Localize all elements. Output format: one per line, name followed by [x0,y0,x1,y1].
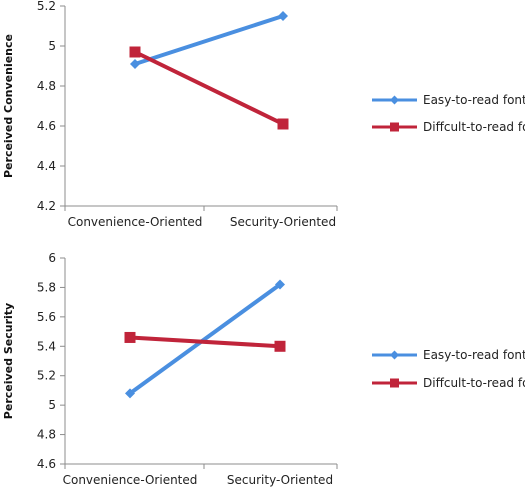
y-tick-label: 6 [48,251,56,265]
y-tick-label: 4.4 [37,159,56,173]
y-tick-label: 4.6 [37,119,56,133]
series-line-1 [128,282,282,395]
legend-marker-square [390,122,399,132]
y-tick-label: 4.6 [37,457,56,471]
x-tick-label: Convenience-Oriented [68,215,203,229]
y-tick-label: 5.4 [37,339,56,353]
y-tick-label: 5 [48,398,56,412]
x-tick-label: Convenience-Oriented [63,473,198,487]
legend-label: Easy-to-read font [423,348,525,362]
y-tick-label: 5 [48,39,56,53]
data-point-diamond [130,59,140,69]
y-tick-label: 4.8 [37,428,56,442]
y-tick-label: 5.6 [37,310,56,324]
y-axis-label: Perceived Security [2,303,15,419]
data-point-square [274,340,286,352]
legend-marker-square [390,378,399,388]
y-tick-label: 5.2 [37,369,56,383]
y-tick-label: 5.8 [37,280,56,294]
data-point-diamond [275,279,285,290]
x-tick-label: Security-Oriented [230,215,336,229]
data-point-diamond [278,11,288,21]
legend-label: Diffcult-to-read font [423,120,525,134]
data-point-square [129,46,141,58]
chart-2: 4.6 4.8 5 5.2 5.4 5.6 5.8 6 Convenience-Oriented… [2,251,525,487]
y-tick-label: 4.8 [37,79,56,93]
legend-marker-diamond [390,95,399,105]
y-tick-label: 5.2 [37,0,56,13]
series-line-2 [134,50,284,126]
y-tick-label: 4.2 [37,199,56,213]
series-line-1 [134,14,284,66]
x-tick-label: Security-Oriented [227,473,333,487]
chart-1: 4.2 4.4 4.6 4.8 5 5.2 Convenience-Oriented Secu… [2,0,525,229]
legend-marker-diamond [390,350,399,360]
y-axis-label: Perceived Convenience [2,34,15,178]
data-point-square [277,118,289,130]
legend-label: Diffcult-to-read font [423,376,525,390]
legend-label: Easy-to-read font [423,93,525,107]
data-point-square [124,331,136,343]
series-line-2 [129,335,281,349]
data-point-diamond [125,388,135,399]
